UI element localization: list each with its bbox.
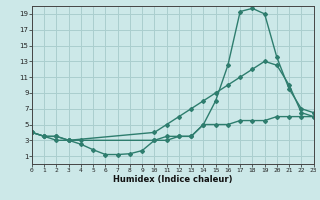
X-axis label: Humidex (Indice chaleur): Humidex (Indice chaleur) bbox=[113, 175, 233, 184]
